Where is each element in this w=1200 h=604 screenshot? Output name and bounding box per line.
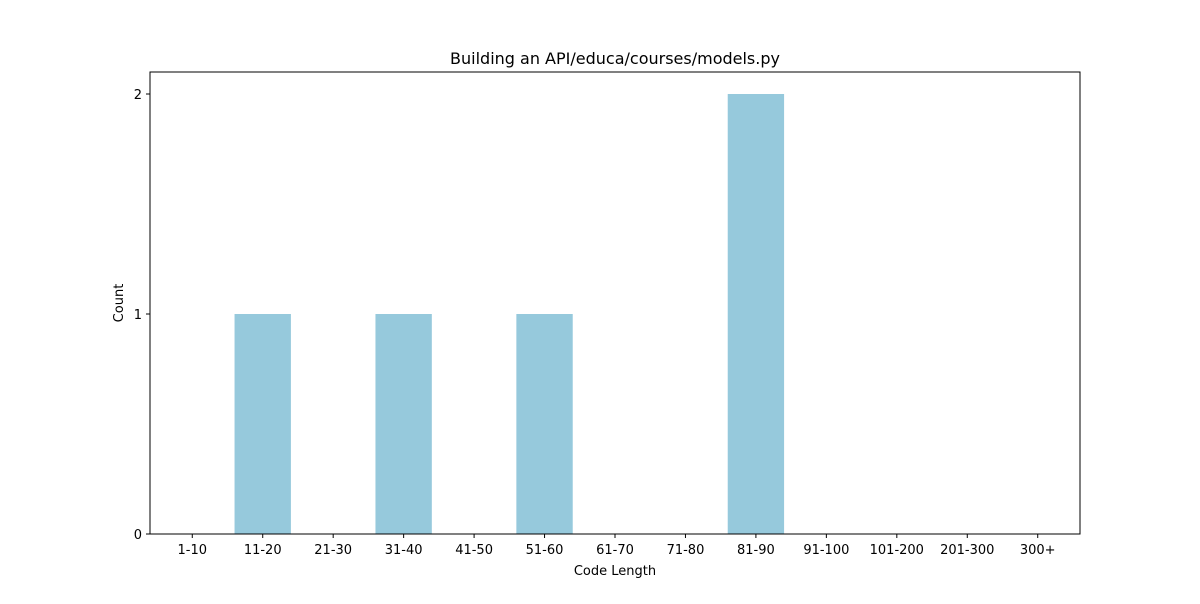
y-axis-ticks: 0 1 2 bbox=[134, 88, 150, 543]
bar-11-20 bbox=[234, 314, 291, 534]
y-axis-label: Count bbox=[112, 284, 127, 323]
x-tick-label: 41-50 bbox=[455, 543, 493, 558]
plot-frame bbox=[149, 71, 1081, 535]
bar-51-60 bbox=[516, 314, 573, 534]
bar-31-40 bbox=[375, 314, 432, 534]
x-tick-label: 51-60 bbox=[526, 543, 564, 558]
y-tick-label: 2 bbox=[134, 88, 142, 103]
x-tick-label: 11-20 bbox=[244, 543, 282, 558]
x-tick-label: 31-40 bbox=[385, 543, 423, 558]
x-axis-label: Code Length bbox=[574, 564, 656, 579]
bar-81-90 bbox=[727, 94, 785, 534]
x-tick-label: 21-30 bbox=[314, 543, 352, 558]
y-tick-label: 1 bbox=[134, 308, 142, 323]
y-tick-label: 0 bbox=[134, 528, 142, 543]
bars-group bbox=[234, 94, 785, 534]
x-tick-label: 101-200 bbox=[870, 543, 924, 558]
x-axis-ticks: 1-10 11-20 21-30 31-40 41-50 51-60 61-70 71-80 8… bbox=[178, 534, 1056, 558]
chart-title: Building an API/educa/courses/models.py bbox=[450, 49, 780, 68]
x-tick-label: 1-10 bbox=[178, 543, 208, 558]
x-tick-label: 81-90 bbox=[737, 543, 775, 558]
x-tick-label: 91-100 bbox=[803, 543, 849, 558]
x-tick-label: 61-70 bbox=[596, 543, 634, 558]
x-tick-label: 201-300 bbox=[940, 543, 994, 558]
x-tick-label: 71-80 bbox=[667, 543, 705, 558]
x-tick-label: 300+ bbox=[1020, 543, 1056, 558]
